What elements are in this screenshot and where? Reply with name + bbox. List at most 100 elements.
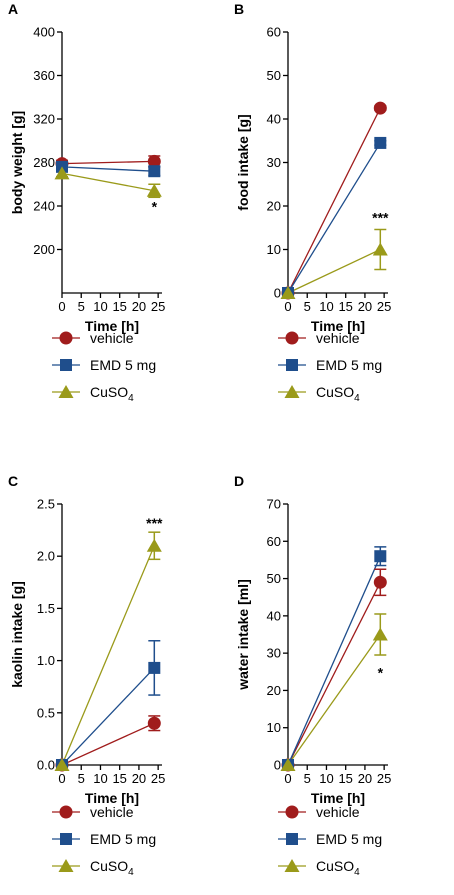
data-point-cuso4: [280, 758, 296, 771]
y-tick-label: 40: [267, 112, 281, 127]
y-tick-label: 0: [274, 758, 281, 773]
y-tick-label: 240: [33, 199, 55, 214]
series-line-vehicle: [287, 582, 381, 766]
legend: vehicle EMD 5 mg CuSO4: [278, 804, 382, 878]
y-axis-label: kaolin intake [g]: [9, 581, 25, 688]
series-line-cuso4: [287, 248, 381, 294]
legend: vehicle EMD 5 mg CuSO4: [278, 330, 382, 404]
y-tick-label: 400: [33, 25, 55, 40]
data-point-vehicle: [373, 575, 387, 589]
y-tick-label: 40: [267, 608, 281, 623]
legend-marker-vehicle: [285, 805, 299, 819]
y-tick-label: 1.0: [37, 653, 55, 668]
legend-label-cuso4: CuSO4: [316, 384, 360, 404]
y-tick-label: 2.0: [37, 549, 55, 564]
y-tick-label: 10: [267, 242, 281, 257]
data-point-cuso4: [372, 627, 388, 641]
data-point-vehicle: [147, 716, 161, 730]
legend-label-cuso4: CuSO4: [90, 858, 134, 878]
significance-mark: ***: [146, 515, 163, 531]
x-tick-label: 15: [112, 771, 126, 786]
legend-label-cuso4: CuSO4: [90, 384, 134, 404]
x-tick-label: 25: [151, 771, 165, 786]
x-tick-label: 0: [284, 771, 291, 786]
data-point-emd: [374, 550, 387, 563]
legend-label-cuso4: CuSO4: [316, 858, 360, 878]
y-tick-label: 320: [33, 112, 55, 127]
significance-mark: *: [152, 198, 158, 214]
x-axis-label: Time [h]: [311, 318, 365, 334]
series-line-vehicle: [287, 107, 381, 294]
panel-a: A 200 240 280 320 360 400 0 5 10 15 20 25 Time [h] bod…: [8, 1, 165, 404]
x-axis-label: Time [h]: [85, 790, 139, 806]
legend-marker-emd: [60, 833, 72, 845]
legend-label-vehicle: vehicle: [316, 804, 360, 820]
x-tick-label: 5: [304, 771, 311, 786]
y-axis-label: body weight [g]: [9, 111, 25, 214]
legend-marker-cuso4: [58, 385, 74, 398]
x-tick-label: 5: [304, 299, 311, 314]
legend-label-emd: EMD 5 mg: [90, 831, 156, 847]
legend-marker-cuso4: [284, 859, 300, 872]
y-tick-label: 50: [267, 571, 281, 586]
x-axis-label: Time [h]: [85, 318, 139, 334]
x-tick-label: 20: [358, 299, 372, 314]
x-axis-label: Time [h]: [311, 790, 365, 806]
series-line-emd: [61, 667, 155, 766]
panel-letter: B: [234, 1, 244, 17]
data-point-cuso4: [146, 183, 162, 197]
series-line-emd: [287, 555, 381, 766]
y-tick-label: 60: [267, 25, 281, 40]
data-point-vehicle: [373, 101, 387, 115]
legend: vehicle EMD 5 mg CuSO4: [52, 804, 156, 878]
legend-marker-vehicle: [59, 805, 73, 819]
y-tick-label: 30: [267, 155, 281, 170]
legend-label-emd: EMD 5 mg: [316, 831, 382, 847]
series-line-vehicle: [61, 722, 155, 766]
y-tick-label: 50: [267, 68, 281, 83]
x-tick-label: 5: [78, 771, 85, 786]
legend-marker-emd: [286, 359, 298, 371]
y-tick-label: 360: [33, 68, 55, 83]
series-line-cuso4: [61, 545, 155, 766]
legend-marker-vehicle: [59, 331, 73, 345]
x-tick-label: 10: [319, 299, 333, 314]
series-line-cuso4: [287, 634, 381, 766]
y-axis-label: water intake [ml]: [235, 579, 251, 690]
y-tick-label: 70: [267, 497, 281, 512]
x-tick-label: 0: [58, 771, 65, 786]
series-line-cuso4: [61, 172, 155, 192]
x-tick-label: 25: [151, 299, 165, 314]
data-point-cuso4: [146, 538, 162, 552]
data-point-cuso4: [54, 166, 70, 180]
y-tick-label: 30: [267, 646, 281, 661]
x-tick-label: 20: [358, 771, 372, 786]
legend-label-vehicle: vehicle: [316, 330, 360, 346]
y-tick-label: 280: [33, 155, 55, 170]
panel-letter: A: [8, 1, 18, 17]
data-point-emd: [374, 136, 387, 149]
y-tick-label: 200: [33, 242, 55, 257]
y-axis-label: food intake [g]: [235, 114, 251, 210]
significance-mark: ***: [372, 210, 389, 226]
legend-marker-cuso4: [58, 859, 74, 872]
y-tick-label: 10: [267, 720, 281, 735]
data-point-cuso4: [280, 286, 296, 299]
y-tick-label: 20: [267, 683, 281, 698]
data-point-cuso4: [372, 242, 388, 256]
panel-c: C 0.0 0.5 1.0 1.5 2.0 2.5 0 5 10 15 20 25 Time [h] kao…: [8, 473, 165, 878]
legend-marker-emd: [286, 833, 298, 845]
x-tick-label: 0: [58, 299, 65, 314]
legend-label-emd: EMD 5 mg: [90, 357, 156, 373]
data-point-emd: [148, 165, 161, 178]
x-tick-label: 15: [112, 299, 126, 314]
y-tick-label: 1.5: [37, 601, 55, 616]
series-line-vehicle: [61, 160, 155, 165]
y-tick-label: 0: [274, 286, 281, 301]
x-tick-label: 20: [132, 299, 146, 314]
y-tick-label: 2.5: [37, 497, 55, 512]
x-tick-label: 25: [377, 771, 391, 786]
